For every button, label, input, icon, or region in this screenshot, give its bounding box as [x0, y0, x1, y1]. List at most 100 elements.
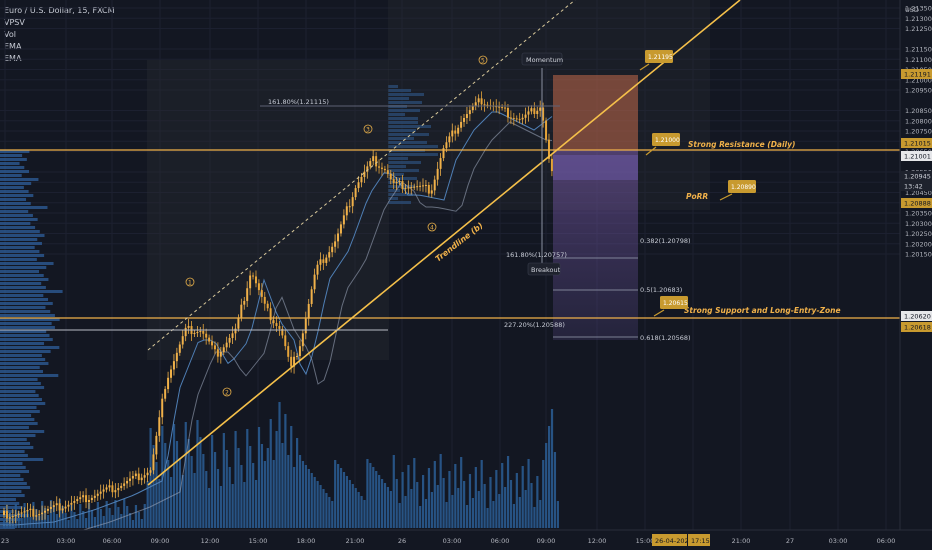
candle-body	[257, 283, 260, 291]
time-axis[interactable]: 23 03:00 06:00 09:00 12:00 15:00 18:00 21:00 26 0…	[0, 529, 932, 550]
callout-label: 1.21000	[655, 137, 680, 144]
time-tick: 21:00	[732, 537, 751, 545]
time-tick: 18:00	[297, 537, 316, 545]
price-callout	[652, 133, 680, 146]
volume-bar	[445, 502, 448, 528]
volume-bar	[208, 488, 211, 528]
time-tick: 03:00	[57, 537, 76, 545]
candle-body	[184, 327, 187, 337]
profile-bar	[0, 230, 40, 233]
indicator-ema-2[interactable]: EMA	[4, 54, 22, 63]
volume-bar	[477, 491, 480, 528]
candle-body	[345, 206, 348, 216]
fib-ext-label: 161.80%(1.20757)	[506, 251, 567, 259]
candle-body	[319, 259, 322, 265]
candle-body	[228, 337, 231, 343]
fib-ext-label: 161.80%(1.21115)	[268, 98, 329, 106]
candle-body	[32, 508, 35, 517]
volume-bar	[272, 460, 275, 528]
volume-bar	[108, 508, 111, 528]
volume-bar	[424, 499, 428, 528]
profile-bar	[0, 202, 31, 205]
volume-bar	[87, 503, 91, 528]
volume-bar	[433, 461, 436, 528]
candle-body	[155, 435, 158, 455]
candle-body	[337, 233, 340, 242]
candle-body	[421, 185, 424, 187]
candle-body	[460, 121, 463, 128]
candle-body	[465, 114, 468, 118]
candle-body	[202, 331, 205, 334]
porr-label: PoRR	[686, 192, 708, 201]
candle-body	[87, 500, 90, 503]
candle-body	[120, 485, 123, 489]
candle-body	[521, 117, 524, 120]
profile-bar	[0, 270, 39, 273]
candle-body	[334, 241, 337, 247]
indicator-vol[interactable]: Vol	[4, 30, 16, 39]
symbol-title[interactable]: Euro / U.S. Dollar, 15, FXCM	[4, 6, 115, 15]
profile-bar	[0, 314, 55, 317]
candle-body	[527, 111, 530, 115]
candle-body	[137, 473, 140, 481]
candle-body	[158, 417, 161, 436]
volume-bar	[539, 500, 542, 528]
time-tick: 12:00	[588, 537, 607, 545]
volume-bar	[199, 437, 202, 528]
candle-body	[105, 487, 108, 490]
candle-body	[38, 514, 41, 516]
candle-body	[512, 117, 515, 119]
profile-bar	[0, 210, 29, 213]
candle-body	[126, 480, 129, 484]
profile-bar	[0, 154, 23, 157]
time-tick: 03:00	[443, 537, 462, 545]
profile-bar	[0, 174, 22, 177]
trendline-label: Trendline (b)	[434, 221, 485, 264]
volume-bar	[457, 488, 460, 528]
volume-bar	[301, 461, 305, 528]
candle-body	[216, 349, 219, 357]
profile-bar	[0, 274, 44, 277]
channel-line	[147, 0, 576, 351]
profile-bar	[0, 466, 26, 469]
profile-bar	[0, 318, 60, 321]
profile-bar	[388, 133, 429, 136]
profile-bar	[388, 117, 418, 120]
profile-bar	[0, 250, 40, 253]
time-tag	[688, 534, 710, 546]
profile-bar	[0, 310, 51, 313]
volume-bar	[254, 480, 258, 528]
profile-bar	[0, 522, 12, 525]
candle-body	[398, 181, 401, 182]
volume-bar	[278, 402, 281, 528]
volume-bar	[331, 501, 334, 528]
fib-ret-label: 0.5(1.20683)	[640, 286, 682, 294]
profile-bar	[0, 302, 53, 305]
candle-body	[542, 107, 545, 121]
volume-bar	[296, 438, 299, 528]
volume-bar	[389, 491, 392, 528]
volume-bar	[178, 458, 181, 528]
profile-bar	[0, 486, 31, 489]
candle-body	[463, 117, 466, 122]
volume-bar	[263, 461, 266, 528]
profile-bar	[0, 294, 44, 297]
profile-bar	[388, 161, 421, 164]
indicator-vpsv[interactable]: VPSV	[4, 18, 25, 27]
indicator-ema-1[interactable]: EMA	[4, 42, 22, 51]
price-tag	[901, 138, 932, 148]
price-axis-unit: USD	[905, 6, 919, 14]
profile-bar	[0, 498, 16, 501]
candle-body	[477, 98, 480, 103]
candle-body	[386, 170, 389, 174]
profile-bar	[0, 386, 45, 389]
profile-bar	[0, 410, 40, 413]
candle-body	[211, 341, 214, 346]
profile-bar	[388, 93, 424, 96]
candle-body	[128, 478, 131, 481]
profile-bar	[0, 226, 36, 229]
candle-body	[26, 510, 29, 512]
volume-bar	[219, 486, 223, 528]
